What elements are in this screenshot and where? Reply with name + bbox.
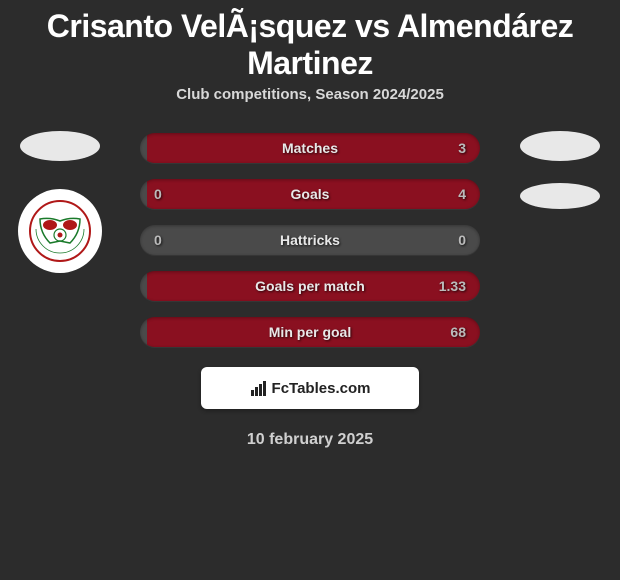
avatar-team-right: [520, 183, 600, 209]
stat-label: Min per goal: [269, 324, 351, 340]
stat-bar-mpg: Min per goal 68: [140, 317, 480, 347]
stat-bar-goals: 0 Goals 4: [140, 179, 480, 209]
stat-value-left: 0: [154, 186, 162, 202]
stat-value-right: 3: [458, 140, 466, 156]
stat-value-left: 0: [154, 232, 162, 248]
stat-label: Hattricks: [280, 232, 340, 248]
brand-label: FcTables.com: [250, 379, 371, 397]
stat-value-right: 4: [458, 186, 466, 202]
content-area: Matches 3 0 Goals 4 0 Hattricks 0 Goals …: [0, 131, 620, 449]
brand-box[interactable]: FcTables.com: [201, 367, 419, 409]
chart-icon: [250, 379, 268, 397]
avatar-player-left: [20, 131, 100, 161]
team-logo-left: [18, 189, 102, 273]
stat-value-right: 0: [458, 232, 466, 248]
stat-label: Goals: [291, 186, 330, 202]
club-badge-icon: [28, 199, 92, 263]
stat-bar-gpm: Goals per match 1.33: [140, 271, 480, 301]
stat-bar-hattricks: 0 Hattricks 0: [140, 225, 480, 255]
stat-bar-matches: Matches 3: [140, 133, 480, 163]
stat-value-right: 1.33: [439, 278, 466, 294]
stats-container: Matches 3 0 Goals 4 0 Hattricks 0 Goals …: [140, 131, 480, 347]
page-title: Crisanto VelÃ¡squez vs Almendárez Martin…: [0, 0, 620, 86]
stat-label: Matches: [282, 140, 338, 156]
page-subtitle: Club competitions, Season 2024/2025: [0, 86, 620, 103]
date-text: 10 february 2025: [0, 431, 620, 449]
stat-label: Goals per match: [255, 278, 365, 294]
brand-text: FcTables.com: [272, 380, 371, 397]
avatar-player-right: [520, 131, 600, 161]
stat-value-right: 68: [450, 324, 466, 340]
